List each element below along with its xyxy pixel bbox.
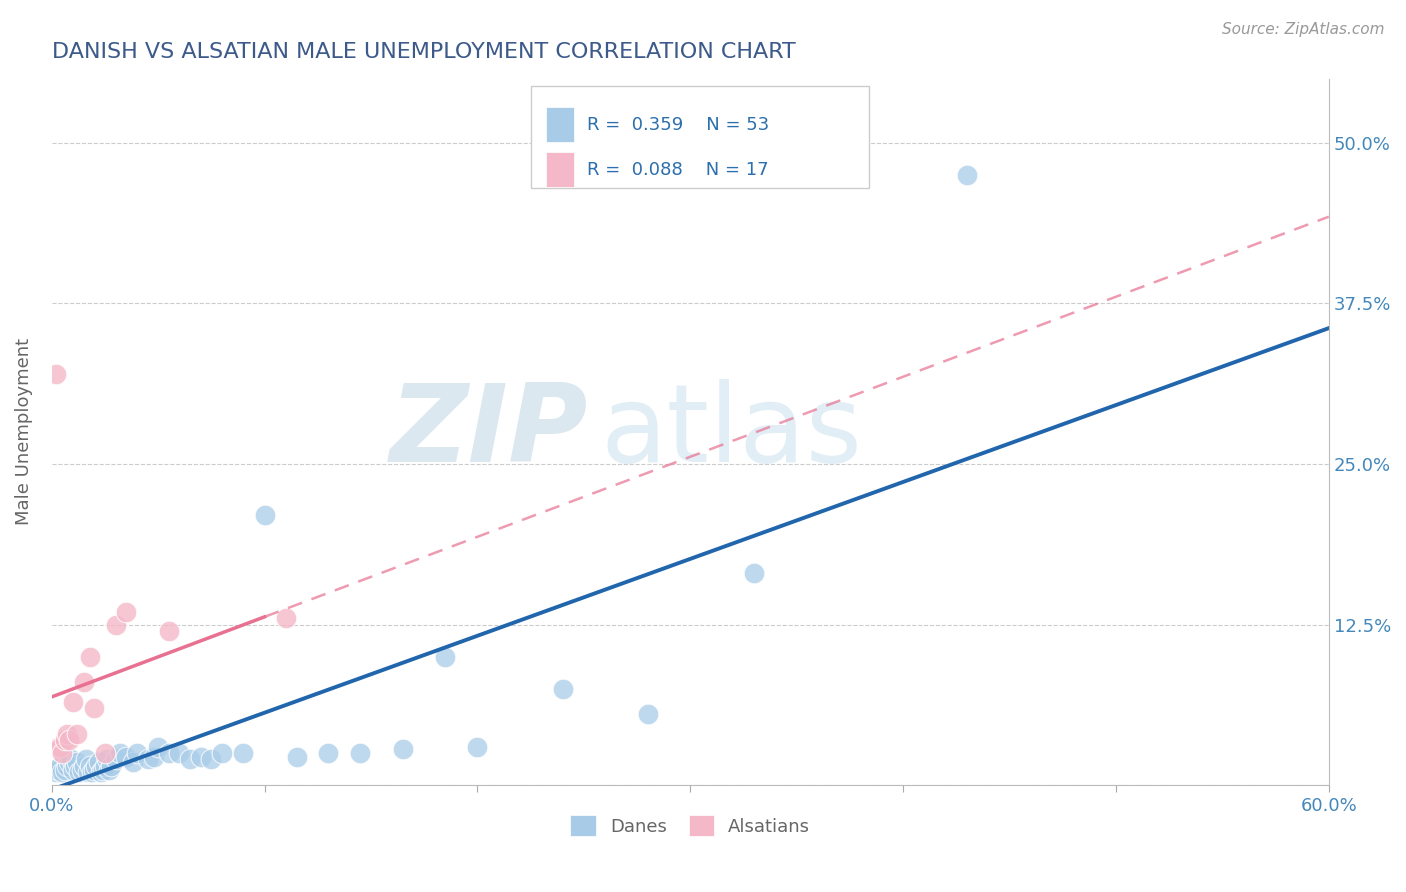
Point xyxy=(62,695,84,709)
Bar xyxy=(546,107,574,142)
Point xyxy=(73,675,96,690)
Point xyxy=(98,763,121,777)
Point xyxy=(91,763,114,777)
Point xyxy=(75,752,97,766)
Point xyxy=(94,746,117,760)
Point xyxy=(285,749,308,764)
Point xyxy=(53,733,76,747)
Text: Source: ZipAtlas.com: Source: ZipAtlas.com xyxy=(1222,22,1385,37)
Point xyxy=(169,746,191,760)
Point xyxy=(59,752,82,766)
Point xyxy=(87,755,110,769)
Y-axis label: Male Unemployment: Male Unemployment xyxy=(15,338,32,525)
Point xyxy=(46,739,69,754)
Point xyxy=(55,759,77,773)
Text: DANISH VS ALSATIAN MALE UNEMPLOYMENT CORRELATION CHART: DANISH VS ALSATIAN MALE UNEMPLOYMENT COR… xyxy=(52,42,796,62)
Point xyxy=(157,624,180,638)
Text: atlas: atlas xyxy=(600,379,863,485)
Point xyxy=(45,367,67,381)
Point xyxy=(96,752,118,766)
Point xyxy=(115,605,138,619)
Point xyxy=(63,759,86,773)
Point xyxy=(94,759,117,773)
Point xyxy=(742,566,765,581)
Point xyxy=(49,739,72,754)
Point xyxy=(79,759,101,773)
Point xyxy=(66,755,89,769)
Text: R =  0.088    N = 17: R = 0.088 N = 17 xyxy=(586,161,769,178)
Point xyxy=(232,746,254,760)
Point xyxy=(49,759,72,773)
Point xyxy=(125,746,148,760)
Text: ZIP: ZIP xyxy=(389,379,588,485)
Point xyxy=(121,755,143,769)
Point xyxy=(73,759,96,773)
Point xyxy=(100,759,122,773)
Point xyxy=(51,765,73,780)
Point xyxy=(253,508,276,523)
Point xyxy=(79,649,101,664)
Point xyxy=(200,752,222,766)
Point xyxy=(77,765,100,780)
Point xyxy=(157,746,180,760)
Point xyxy=(90,765,112,780)
Point xyxy=(58,755,80,769)
Point xyxy=(82,765,104,780)
Point xyxy=(67,765,90,780)
Point xyxy=(318,746,340,760)
Point xyxy=(115,749,138,764)
FancyBboxPatch shape xyxy=(530,86,869,188)
Point xyxy=(70,763,93,777)
Point xyxy=(179,752,201,766)
Point xyxy=(58,733,80,747)
Point xyxy=(467,739,489,754)
Point xyxy=(108,746,131,760)
Point xyxy=(53,763,76,777)
Point xyxy=(66,727,89,741)
Point xyxy=(190,749,212,764)
Point xyxy=(45,765,67,780)
Point xyxy=(349,746,371,760)
Point xyxy=(104,617,127,632)
Point xyxy=(51,746,73,760)
Point xyxy=(55,727,77,741)
Point xyxy=(136,752,159,766)
Point xyxy=(46,763,69,777)
Point xyxy=(86,759,108,773)
Bar xyxy=(546,152,574,187)
Point xyxy=(83,701,105,715)
Legend: Danes, Alsatians: Danes, Alsatians xyxy=(562,808,817,843)
Point xyxy=(274,611,297,625)
Point xyxy=(104,752,127,766)
Point xyxy=(434,649,457,664)
Point xyxy=(83,763,105,777)
Point xyxy=(211,746,233,760)
Point xyxy=(62,763,84,777)
Text: R =  0.359    N = 53: R = 0.359 N = 53 xyxy=(586,116,769,134)
Point xyxy=(142,749,165,764)
Point xyxy=(551,681,574,696)
Point xyxy=(637,707,659,722)
Point xyxy=(956,168,979,182)
Point xyxy=(146,739,169,754)
Point xyxy=(392,742,415,756)
